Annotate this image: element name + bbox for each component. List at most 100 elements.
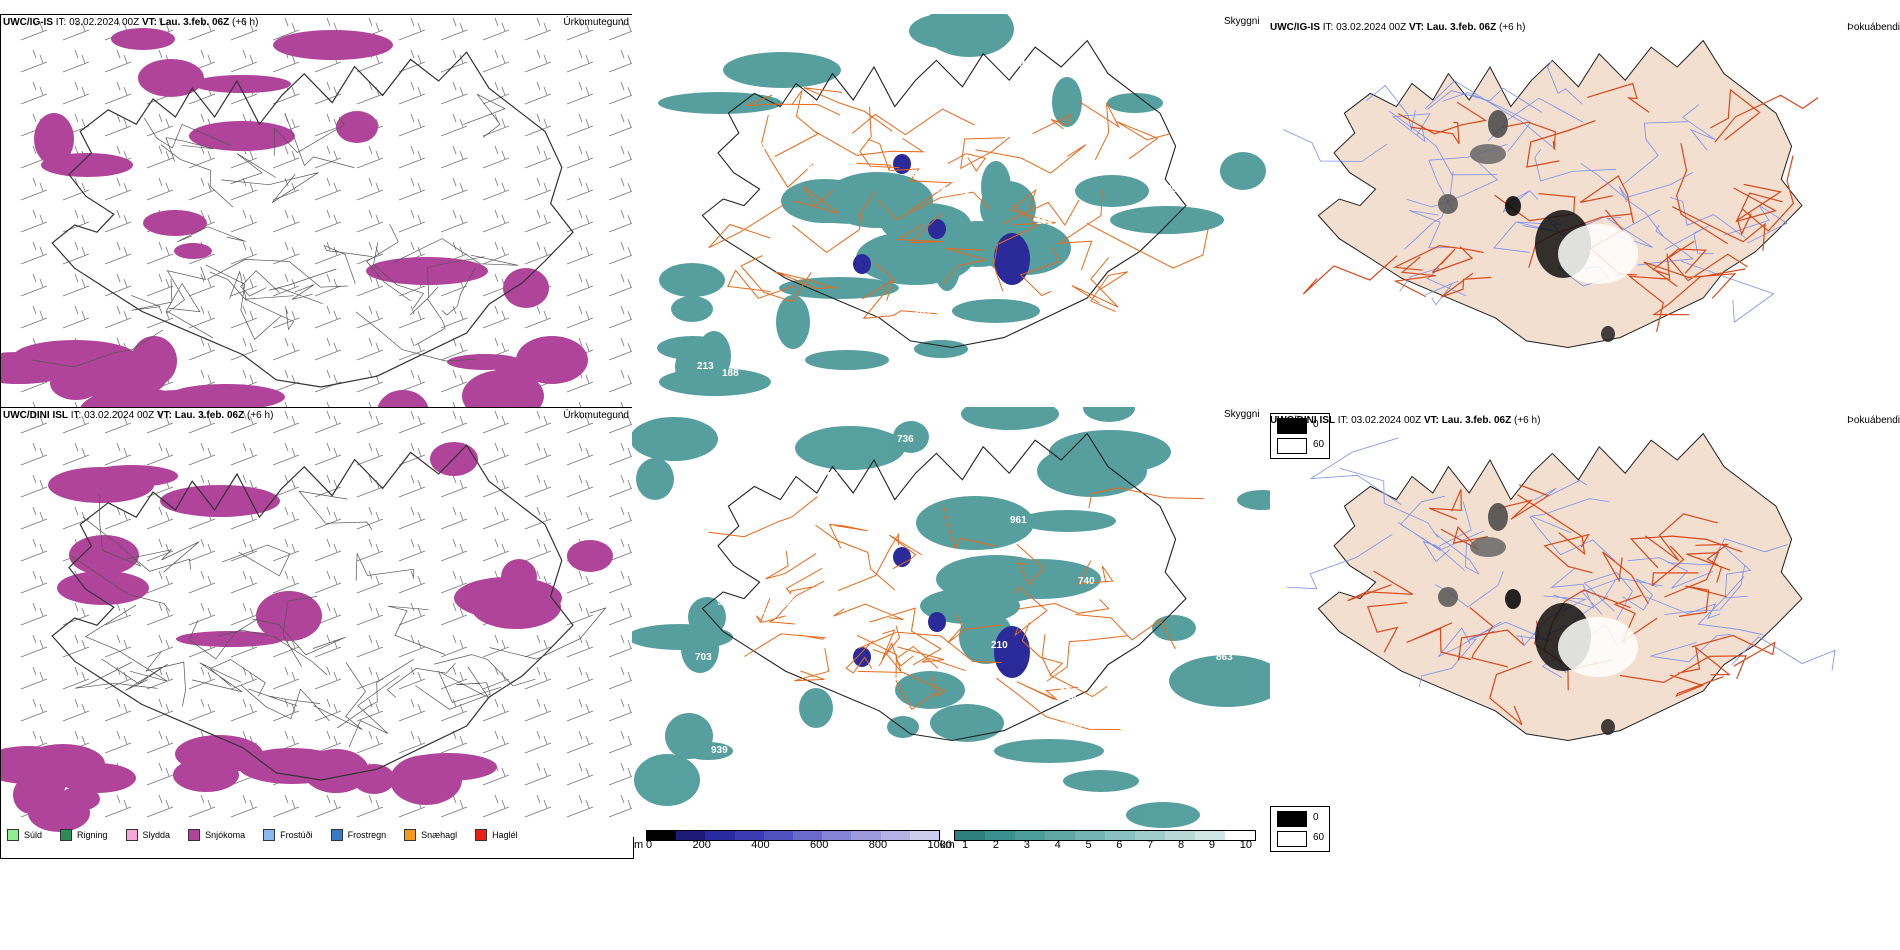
wind-barb — [398, 209, 426, 233]
wind-barb — [272, 698, 300, 722]
wind-barb — [398, 442, 426, 466]
fog-index-area — [1505, 589, 1521, 609]
snowfall-area — [176, 631, 284, 647]
wind-barb — [188, 337, 216, 361]
wind-barb — [398, 410, 426, 434]
forecast-row-1: UWC/IG-IS IT: 03.02.2024 00Z VT: Lau. 3.… — [0, 0, 1900, 470]
snowfall-area — [366, 257, 488, 285]
scale-tick: 1 — [962, 839, 969, 851]
low-visibility-area — [930, 704, 1004, 742]
fog-core-area — [853, 647, 871, 667]
snowfall-area — [273, 30, 393, 60]
fog-index-area — [1438, 587, 1458, 607]
wind-barb — [188, 698, 216, 722]
low-visibility-area — [683, 742, 733, 760]
wind-barb — [566, 410, 594, 434]
wind-barb — [62, 410, 90, 434]
visibility-value-label: 799 — [929, 184, 946, 195]
visibility-value-label: 98 — [760, 142, 772, 153]
wind-barb — [608, 305, 633, 329]
wind-barb — [524, 442, 552, 466]
valid-time: VT: Lau. 3.feb. 06Z — [141, 17, 230, 28]
wind-barb — [188, 666, 216, 690]
wind-barb — [188, 602, 216, 626]
wind-barb — [146, 241, 174, 265]
wind-barb — [272, 570, 300, 594]
wind-barb — [104, 241, 132, 265]
snowfall-area — [173, 758, 239, 792]
lead-time: (+6 h) — [232, 17, 259, 28]
wind-barb — [482, 634, 510, 658]
visibility-scale-m — [646, 830, 940, 841]
low-visibility-area — [1169, 655, 1270, 707]
visibility-value-label: 67 — [965, 370, 977, 381]
low-visibility-area — [914, 340, 968, 358]
wind-barb — [188, 442, 216, 466]
low-visibility-area — [1052, 77, 1082, 127]
visibility-value-label: 206 — [657, 313, 674, 324]
legend-swatch — [188, 829, 201, 841]
scale-tick: 6 — [1116, 839, 1123, 851]
wind-barb — [356, 177, 384, 201]
wind-barb — [20, 634, 48, 658]
wind-barb — [146, 506, 174, 530]
wind-barb — [482, 145, 510, 169]
visibility-value-label: 980 — [918, 393, 935, 404]
wind-barb — [398, 730, 426, 754]
wind-barb — [482, 49, 510, 73]
wind-barb — [482, 538, 510, 562]
wind-barb — [314, 410, 342, 434]
init-time: IT: 03.02.2024 00Z — [70, 410, 155, 421]
wind-barb — [146, 273, 174, 297]
wind-barb — [146, 177, 174, 201]
wind-barb — [482, 81, 510, 105]
visibility-value-label: 209 — [914, 307, 931, 318]
scale-tick: 600 — [810, 839, 829, 851]
wind-barb — [608, 506, 633, 530]
wind-barb — [104, 81, 132, 105]
wind-barb — [566, 273, 594, 297]
wind-barb — [566, 177, 594, 201]
visibility-value-label: 736 — [897, 434, 914, 445]
scale-ticks-m: 0 200 400 600 800 1000 — [646, 839, 952, 851]
fog-core-area — [928, 219, 946, 239]
low-visibility-area — [881, 203, 971, 245]
panel-title: Þokuábendi — [1847, 22, 1900, 33]
fog-core-area — [893, 154, 911, 174]
fog-map — [1283, 39, 1819, 349]
legend-label: Haglél — [492, 830, 518, 840]
low-visibility-area — [632, 624, 733, 650]
wind-barb — [524, 794, 552, 818]
wind-barb — [482, 305, 510, 329]
wind-barb — [608, 474, 633, 498]
wind-barb — [230, 442, 258, 466]
fog-map — [1286, 432, 1836, 742]
scale-tick: 0 — [646, 839, 653, 851]
visibility-value-label: 823 — [941, 293, 958, 304]
scale-tick: 800 — [868, 839, 888, 851]
wind-barb — [230, 410, 258, 434]
visibility-map: 985 980 799 206 209 191 215 618 213 178 98 121 435 67… — [632, 14, 1270, 444]
legend-item: Snæhagl — [404, 829, 457, 841]
wind-barb — [356, 666, 384, 690]
low-visibility-area — [1049, 430, 1171, 474]
legend-swatch — [404, 829, 417, 841]
wind-barb — [608, 730, 633, 754]
wind-barb — [104, 410, 132, 434]
visibility-panel: 985 980 799 206 209 191 215 618 213 178 98 121 435 67… — [632, 14, 1270, 466]
snowfall-area — [503, 268, 549, 308]
wind-barb — [62, 49, 90, 73]
wind-barb — [188, 17, 216, 41]
lead-time: (+6 h) — [1514, 415, 1541, 426]
wind-barb — [608, 698, 633, 722]
fog-core-area — [994, 626, 1030, 678]
low-visibility-area — [1220, 152, 1266, 190]
wind-barb — [356, 506, 384, 530]
visibility-value-label: 980 — [886, 67, 903, 78]
wind-barb — [398, 698, 426, 722]
wind-barb — [62, 698, 90, 722]
wind-barb — [398, 177, 426, 201]
visibility-value-label: 939 — [711, 745, 728, 756]
low-visibility-area — [658, 92, 782, 114]
low-visibility-area — [1107, 93, 1163, 113]
